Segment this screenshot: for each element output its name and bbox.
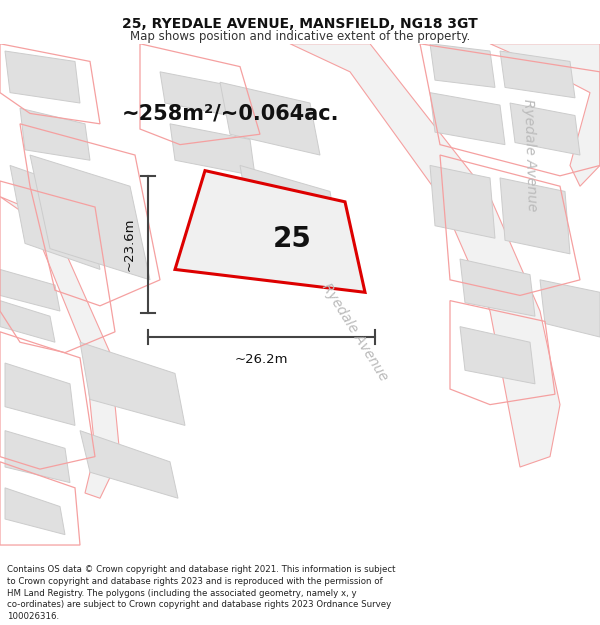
- Polygon shape: [290, 44, 560, 467]
- Text: Ryedale Avenue: Ryedale Avenue: [319, 281, 391, 383]
- Polygon shape: [170, 124, 255, 176]
- Polygon shape: [175, 171, 365, 292]
- Polygon shape: [240, 166, 340, 249]
- Polygon shape: [5, 363, 75, 426]
- Polygon shape: [30, 155, 150, 280]
- Polygon shape: [0, 301, 55, 343]
- Polygon shape: [20, 108, 90, 160]
- Text: ~23.6m: ~23.6m: [123, 217, 136, 271]
- Polygon shape: [160, 72, 245, 119]
- Text: Map shows position and indicative extent of the property.: Map shows position and indicative extent…: [130, 30, 470, 43]
- Text: 25: 25: [273, 225, 312, 253]
- Polygon shape: [500, 51, 575, 98]
- Text: ~258m²/~0.064ac.: ~258m²/~0.064ac.: [121, 103, 339, 123]
- Polygon shape: [80, 342, 185, 426]
- Text: Ryedale Avenue: Ryedale Avenue: [521, 99, 539, 211]
- Polygon shape: [0, 197, 120, 498]
- Polygon shape: [500, 178, 570, 254]
- Polygon shape: [430, 44, 495, 88]
- Polygon shape: [0, 269, 60, 311]
- Polygon shape: [430, 166, 495, 238]
- Polygon shape: [10, 166, 100, 269]
- Text: 25, RYEDALE AVENUE, MANSFIELD, NG18 3GT: 25, RYEDALE AVENUE, MANSFIELD, NG18 3GT: [122, 18, 478, 31]
- Polygon shape: [460, 327, 535, 384]
- Polygon shape: [460, 259, 535, 316]
- Polygon shape: [5, 488, 65, 534]
- Polygon shape: [5, 431, 70, 482]
- Polygon shape: [220, 82, 320, 155]
- Polygon shape: [540, 280, 600, 337]
- Polygon shape: [430, 92, 505, 144]
- Text: Contains OS data © Crown copyright and database right 2021. This information is : Contains OS data © Crown copyright and d…: [7, 565, 396, 621]
- Polygon shape: [80, 431, 178, 498]
- Polygon shape: [5, 51, 80, 103]
- Text: ~26.2m: ~26.2m: [235, 352, 288, 366]
- Polygon shape: [490, 44, 600, 186]
- Polygon shape: [510, 103, 580, 155]
